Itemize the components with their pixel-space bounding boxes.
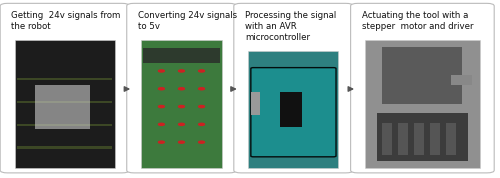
Text: Converting 24v signals
to 5v: Converting 24v signals to 5v [138,11,237,31]
Bar [15,40,114,168]
Circle shape [198,123,204,125]
Bar [382,47,462,104]
FancyBboxPatch shape [350,3,494,173]
FancyBboxPatch shape [0,3,129,173]
Circle shape [198,106,204,108]
Bar [451,75,471,85]
Bar [248,51,338,168]
Bar [142,40,222,168]
Bar [35,85,90,129]
Bar [430,123,440,155]
FancyBboxPatch shape [251,68,336,157]
Text: Actuating the tool with a
stepper  motor and driver: Actuating the tool with a stepper motor … [362,11,474,31]
Circle shape [158,141,164,143]
Bar [143,48,220,63]
Circle shape [158,123,164,125]
FancyBboxPatch shape [234,3,353,173]
Circle shape [158,88,164,90]
Circle shape [198,70,204,72]
Circle shape [158,106,164,108]
Bar [376,113,468,161]
Bar [414,123,424,155]
Bar [17,124,112,126]
Circle shape [198,88,204,90]
Bar [17,146,112,148]
Text: Getting  24v signals from
the robot: Getting 24v signals from the robot [12,11,121,31]
Bar [365,40,480,168]
Bar [446,123,456,155]
Circle shape [178,88,184,90]
Text: Processing the signal
with an AVR
microcontroller: Processing the signal with an AVR microc… [245,11,336,43]
Circle shape [178,106,184,108]
Circle shape [198,141,204,143]
Circle shape [178,141,184,143]
Bar [382,123,392,155]
Bar [17,78,112,80]
Circle shape [178,123,184,125]
Bar [280,92,302,127]
Circle shape [178,70,184,72]
FancyBboxPatch shape [126,3,236,173]
Circle shape [158,70,164,72]
Bar [398,123,407,155]
Bar [17,101,112,103]
Bar [251,92,260,115]
